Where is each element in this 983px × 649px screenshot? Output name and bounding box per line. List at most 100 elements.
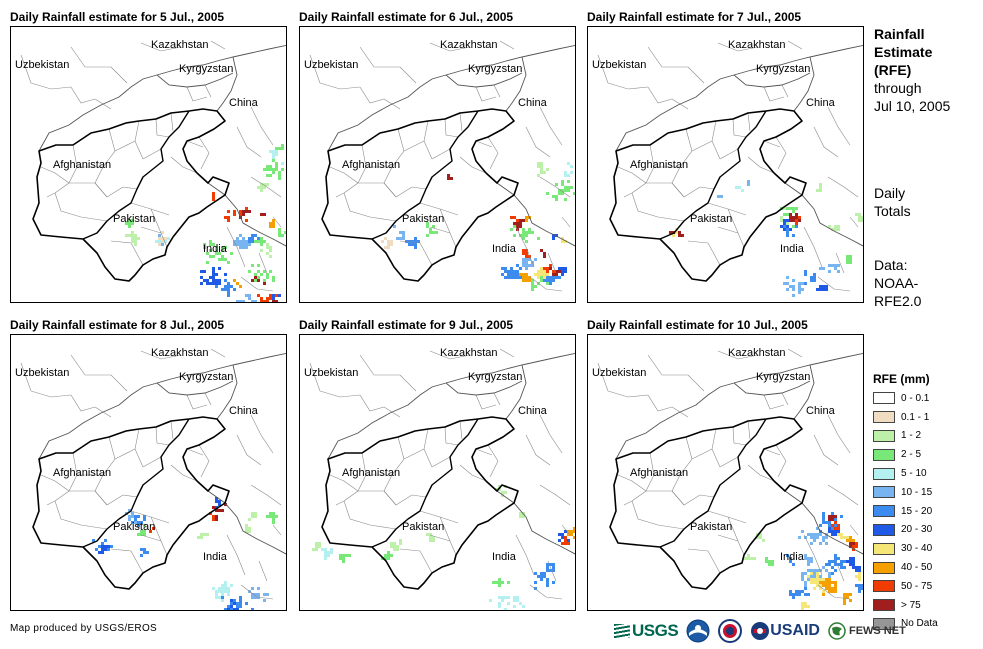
map-label-kazakhstan: Kazakhstan <box>151 39 209 51</box>
legend-item: 0.1 - 1 <box>873 408 938 427</box>
legend-swatch <box>873 486 895 499</box>
map-label-india: India <box>492 243 516 255</box>
fews-logo-text: FEWS NET <box>848 625 906 637</box>
map-label-afghanistan: Afghanistan <box>342 159 401 171</box>
legend-title: RFE (mm) <box>873 372 930 386</box>
legend-label: 0.1 - 1 <box>901 411 930 423</box>
map-label-afghanistan: Afghanistan <box>630 467 689 479</box>
side-title-line3: (RFE) <box>874 62 912 78</box>
fews-logo: FEWS NET <box>828 622 906 640</box>
legend-label: > 75 <box>901 599 921 611</box>
map-label-kazakhstan: Kazakhstan <box>440 347 498 359</box>
map-panel-2: Kazakhstan Uzbekistan Kyrgyzstan China Afgha… <box>299 26 576 303</box>
legend-swatch <box>873 429 895 442</box>
map-label-uzbekistan: Uzbekistan <box>592 59 647 71</box>
map-label-pakistan: Pakistan <box>402 213 445 225</box>
map-label-pakistan: Pakistan <box>113 213 156 225</box>
legend-label: 15 - 20 <box>901 505 933 517</box>
legend-item: 5 - 10 <box>873 464 938 483</box>
map-label-china: China <box>518 405 547 417</box>
map-label-india: India <box>203 551 227 563</box>
legend-swatch <box>873 505 895 518</box>
legend-label: 5 - 10 <box>901 468 927 480</box>
panel-title-5: Daily Rainfall estimate for 9 Jul., 2005 <box>299 318 514 332</box>
map-label-kyrgyzstan: Kyrgyzstan <box>756 63 811 75</box>
legend-swatch <box>873 542 895 555</box>
usgs-logo-text: USGS <box>632 621 679 640</box>
map-label-kyrgyzstan: Kyrgyzstan <box>756 371 811 383</box>
map-panel-3: Kazakhstan Uzbekistan Kyrgyzstan China Afgha… <box>587 26 864 303</box>
side-title-line2: Estimate <box>874 44 933 60</box>
map-label-uzbekistan: Uzbekistan <box>304 367 359 379</box>
side-date: Jul 10, 2005 <box>874 98 951 114</box>
side-daily-2: Totals <box>874 203 911 219</box>
legend-swatch <box>873 599 895 612</box>
map-label-pakistan: Pakistan <box>113 521 156 533</box>
side-through: through <box>874 80 922 96</box>
usaid-logo-text: USAID <box>770 622 820 639</box>
legend-item: No Data <box>873 615 938 634</box>
legend-label: No Data <box>901 618 938 630</box>
map-label-pakistan: Pakistan <box>402 521 445 533</box>
legend-swatch <box>873 448 895 461</box>
legend-item: 20 - 30 <box>873 521 938 540</box>
map-label-india: India <box>780 551 804 563</box>
map-label-kazakhstan: Kazakhstan <box>728 347 786 359</box>
map-label-kyrgyzstan: Kyrgyzstan <box>468 63 523 75</box>
map-label-india: India <box>780 243 804 255</box>
credit-text: Map produced by USGS/EROS <box>10 623 158 634</box>
legend: RFE (mm) 0 - 0.1 0.1 - 1 1 - 2 2 - 5 5 - 10 1… <box>873 372 938 633</box>
legend-item: 50 - 75 <box>873 577 938 596</box>
side-daily-1: Daily <box>874 185 906 201</box>
legend-label: 40 - 50 <box>901 562 933 574</box>
map-panel-5: Kazakhstan Uzbekistan Kyrgyzstan China Afgha… <box>299 334 576 611</box>
legend-item: 40 - 50 <box>873 558 938 577</box>
map-label-uzbekistan: Uzbekistan <box>15 367 70 379</box>
legend-item: 30 - 40 <box>873 539 938 558</box>
usaid-logo: USAID <box>750 621 820 641</box>
map-label-china: China <box>518 97 547 109</box>
map-label-afghanistan: Afghanistan <box>53 159 112 171</box>
usaid-seal-icon <box>751 622 770 640</box>
map-label-afghanistan: Afghanistan <box>630 159 689 171</box>
logo-bar: USGS USAID FEWS NET <box>614 617 914 645</box>
panel-title-4: Daily Rainfall estimate for 8 Jul., 2005 <box>10 318 225 332</box>
legend-label: 2 - 5 <box>901 449 922 461</box>
side-data-2: NOAA- <box>874 275 919 291</box>
legend-label: 10 - 15 <box>901 486 933 498</box>
usgs-logo: USGS <box>614 621 679 641</box>
map-label-kyrgyzstan: Kyrgyzstan <box>179 63 234 75</box>
legend-swatch <box>873 617 895 630</box>
map-label-kazakhstan: Kazakhstan <box>151 347 209 359</box>
map-label-kyrgyzstan: Kyrgyzstan <box>179 371 234 383</box>
map-label-india: India <box>492 551 516 563</box>
side-data-source: Data: NOAA- RFE2.0 <box>874 256 921 310</box>
map-label-afghanistan: Afghanistan <box>342 467 401 479</box>
map-label-kyrgyzstan: Kyrgyzstan <box>468 371 523 383</box>
noaa-logo-icon <box>686 619 710 643</box>
legend-item: 2 - 5 <box>873 445 938 464</box>
legend-swatch <box>873 411 895 424</box>
panel-title-6: Daily Rainfall estimate for 10 Jul., 200… <box>587 318 808 332</box>
legend-label: 20 - 30 <box>901 524 933 536</box>
legend-swatch <box>873 561 895 574</box>
map-label-pakistan: Pakistan <box>690 213 733 225</box>
legend-label: 0 - 0.1 <box>901 392 930 404</box>
legend-swatch <box>873 580 895 593</box>
map-label-china: China <box>229 405 258 417</box>
legend-item: 1 - 2 <box>873 427 938 446</box>
panel-title-1: Daily Rainfall estimate for 5 Jul., 2005 <box>10 10 225 24</box>
map-panel-1: Kazakhstan Uzbekistan Kyrgyzstan China Afgha… <box>10 26 287 303</box>
legend-swatch <box>873 467 895 480</box>
globe-icon <box>828 622 846 640</box>
side-title: Rainfall Estimate (RFE) through Jul 10, … <box>874 25 950 115</box>
map-label-china: China <box>806 405 835 417</box>
map-label-kazakhstan: Kazakhstan <box>728 39 786 51</box>
map-panel-6: Kazakhstan Uzbekistan Kyrgyzstan China Afgha… <box>587 334 864 611</box>
side-data-3: RFE2.0 <box>874 293 922 309</box>
legend-item: 0 - 0.1 <box>873 389 938 408</box>
legend-label: 50 - 75 <box>901 580 933 592</box>
map-label-india: India <box>203 243 227 255</box>
legend-swatch <box>873 392 895 405</box>
map-panel-4: Kazakhstan Uzbekistan Kyrgyzstan China Afgha… <box>10 334 287 611</box>
